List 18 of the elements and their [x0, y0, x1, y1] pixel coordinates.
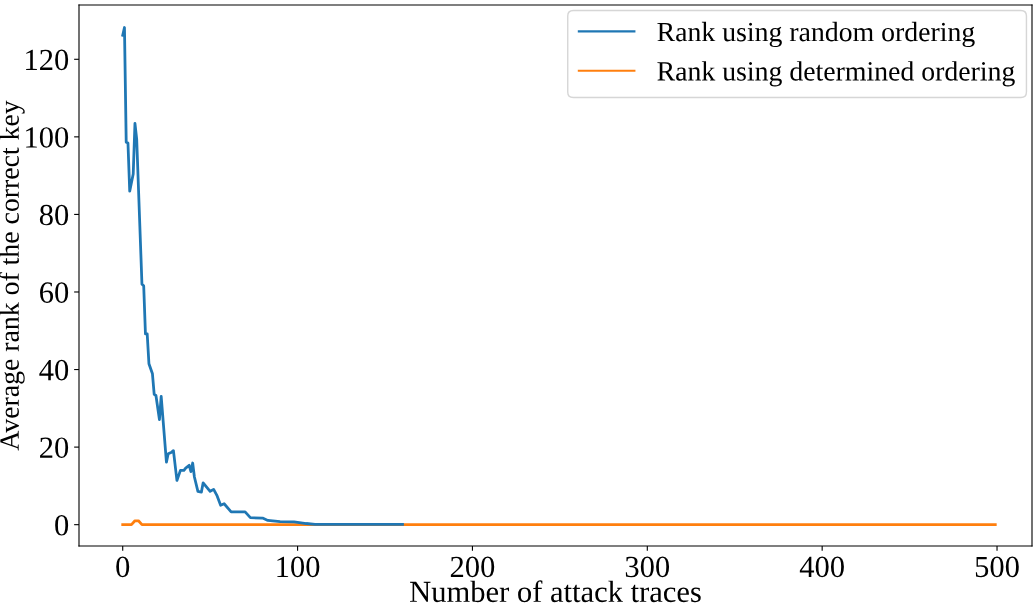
y-axis-title: Average rank of the correct key [0, 100, 25, 451]
y-tick-label: 20 [40, 437, 69, 459]
x-tick-label: 400 [799, 556, 844, 578]
y-tick-label: 120 [26, 49, 69, 71]
x-axis-title: Number of attack traces [410, 580, 701, 603]
y-tick-label: 0 [55, 514, 69, 536]
y-tick-label: 40 [39, 359, 69, 381]
y-tick-label: 100 [26, 127, 69, 148]
y-tick-label: 80 [39, 204, 69, 226]
x-tick-label: 200 [450, 556, 495, 578]
legend-label: Rank using determined ordering [657, 61, 1015, 87]
legend-label: Rank using random ordering [657, 21, 975, 48]
x-tick-label: 500 [975, 556, 1019, 578]
x-tick-label: 100 [277, 556, 320, 578]
line-series [121, 26, 404, 526]
x-tick-label: 0 [116, 556, 130, 578]
x-tick-label: 300 [625, 556, 670, 578]
y-tick-label: 60 [40, 282, 69, 303]
